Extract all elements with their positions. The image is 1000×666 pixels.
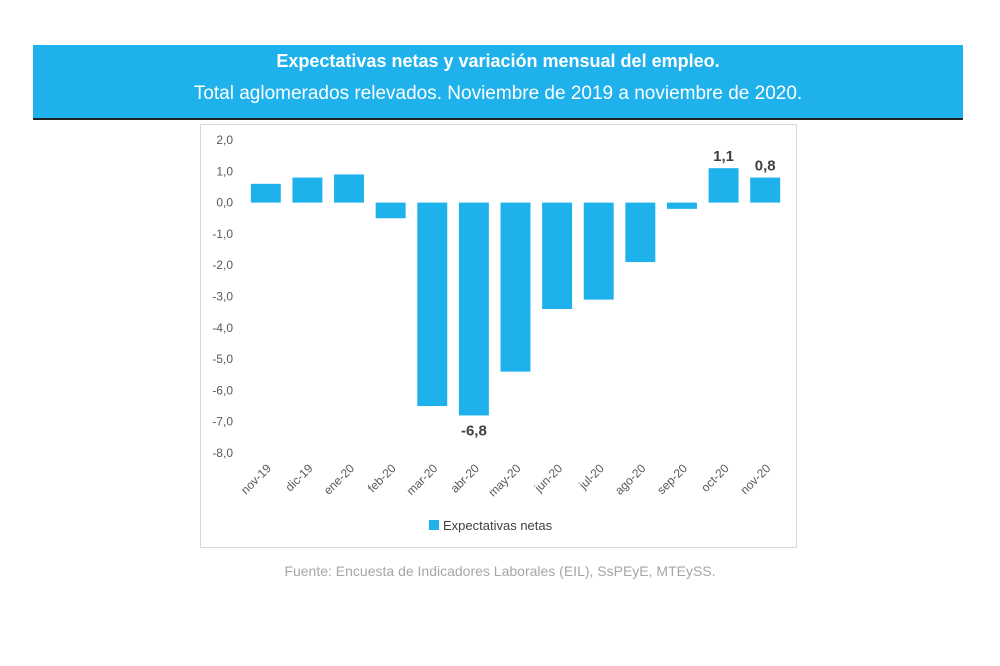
y-tick-label: -1,0 xyxy=(212,227,233,241)
y-tick-label: -7,0 xyxy=(212,415,233,429)
x-tick-label: nov-20 xyxy=(737,461,773,497)
bar xyxy=(666,202,697,209)
x-tick-label: nov-19 xyxy=(238,461,274,497)
bar xyxy=(542,202,573,310)
x-tick-label: oct-20 xyxy=(698,461,732,495)
bar xyxy=(500,202,531,372)
data-label: -6,8 xyxy=(461,422,487,439)
bar xyxy=(417,202,448,407)
bar xyxy=(458,202,489,416)
y-tick-label: -3,0 xyxy=(212,290,233,304)
x-tick-label: mar-20 xyxy=(404,461,441,498)
y-tick-label: -5,0 xyxy=(212,352,233,366)
x-tick-label: dic-19 xyxy=(283,461,316,494)
bar xyxy=(375,202,406,219)
x-tick-label: jun-20 xyxy=(531,461,565,495)
source-note: Fuente: Encuesta de Indicadores Laborale… xyxy=(284,563,716,579)
bar xyxy=(292,177,323,203)
chart-subtitle: Total aglomerados relevados. Noviembre d… xyxy=(193,83,803,104)
y-tick-label: 1,0 xyxy=(216,164,233,178)
y-tick-label: -4,0 xyxy=(212,321,233,335)
x-tick-label: ene-20 xyxy=(321,461,358,498)
bar-chart: 2,0 1,0 0,0 -1,0 -2,0 -3,0 -4,0 -5,0 -6,0 -7,0 -8,… xyxy=(212,133,781,533)
x-tick-label: feb-20 xyxy=(365,461,399,495)
legend-swatch xyxy=(429,520,439,530)
x-tick-label: ago-20 xyxy=(612,461,649,498)
data-label: 0,8 xyxy=(755,158,776,175)
bar xyxy=(750,177,781,203)
y-tick-label: -2,0 xyxy=(212,258,233,272)
x-tick-label: abr-20 xyxy=(448,461,483,496)
x-tick-label: sep-20 xyxy=(654,461,690,497)
bar xyxy=(583,202,614,300)
chart-area: 2,0 1,0 0,0 -1,0 -2,0 -3,0 -4,0 -5,0 -6,0 -7,0 -8,… xyxy=(200,124,797,548)
x-tick-label: jul-20 xyxy=(575,461,607,493)
chart-title: Expectativas netas y variación mensual d… xyxy=(276,51,720,71)
y-tick-label: 2,0 xyxy=(216,133,233,147)
y-tick-label: -8,0 xyxy=(212,446,233,460)
bar xyxy=(250,183,281,203)
chart-title-banner: Expectativas netas y variación mensual d… xyxy=(33,45,963,120)
bar xyxy=(334,174,365,203)
y-tick-label: -6,0 xyxy=(212,383,233,397)
bar xyxy=(625,202,656,263)
x-tick-label: may-20 xyxy=(485,461,523,499)
data-label: 1,1 xyxy=(713,148,734,165)
y-tick-label: 0,0 xyxy=(216,196,233,210)
bar xyxy=(708,168,739,203)
legend-label: Expectativas netas xyxy=(443,518,553,533)
